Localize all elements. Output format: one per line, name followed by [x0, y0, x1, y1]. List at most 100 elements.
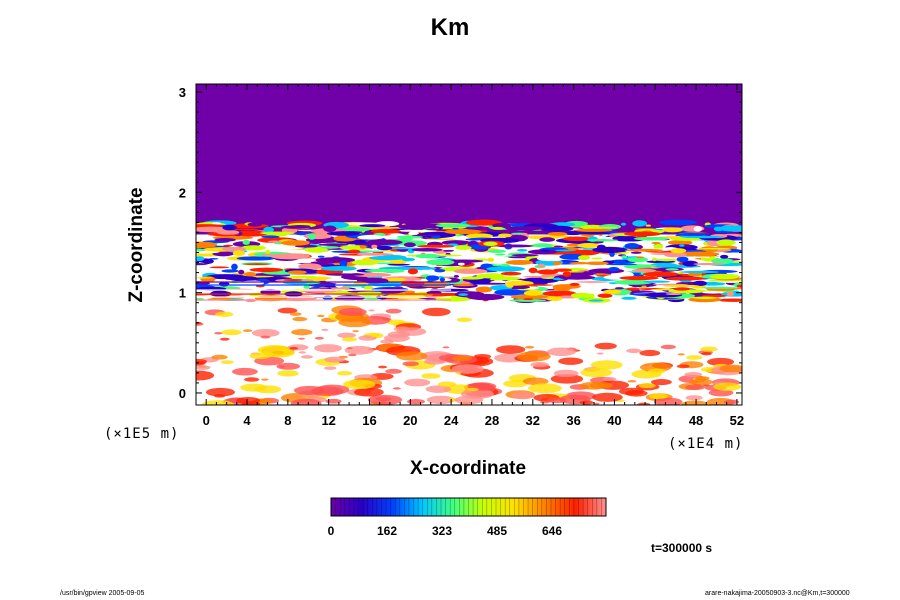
field-streak [222, 224, 237, 231]
field-streak [679, 251, 720, 257]
field-streak [500, 271, 522, 276]
field-streak [453, 283, 475, 287]
field-patch [289, 347, 299, 350]
field-streak [623, 231, 662, 237]
field-patch [527, 383, 562, 394]
field-streak [287, 275, 320, 279]
field-streak [396, 266, 437, 270]
field-streak [687, 272, 702, 277]
field-streak [528, 267, 538, 274]
field-streak [511, 254, 539, 257]
field-streak [408, 231, 420, 236]
field-streak [663, 284, 700, 288]
field-patch [627, 379, 637, 383]
field-streak [487, 249, 506, 253]
field-patch [677, 353, 685, 356]
field-patch [437, 381, 457, 388]
field-streak [376, 245, 393, 251]
field-patch [454, 395, 484, 405]
field-patch [511, 392, 535, 400]
field-streak [701, 286, 739, 289]
field-streak [509, 299, 547, 302]
field-streak [415, 253, 441, 259]
field-streak [658, 219, 698, 226]
field-streak [476, 273, 505, 279]
field-patch [647, 368, 666, 374]
field-streak [665, 292, 683, 296]
field-patch [547, 397, 567, 404]
field-patch [593, 402, 600, 405]
y-scale-label: (×1E5 m) [104, 426, 180, 442]
field-streak [221, 269, 239, 273]
field-streak [641, 285, 647, 288]
field-streak [371, 244, 378, 249]
field-streak [261, 235, 280, 239]
field-streak [364, 268, 400, 273]
field-streak [509, 281, 532, 286]
field-patch [277, 370, 299, 377]
field-patch [298, 351, 307, 354]
field-streak [536, 255, 566, 262]
field-streak [196, 241, 218, 249]
field-patch [338, 307, 367, 317]
field-streak [553, 245, 564, 248]
field-streak [643, 280, 671, 283]
field-patch [535, 363, 545, 367]
field-streak [416, 244, 455, 248]
field-streak [492, 222, 511, 229]
field-patch [426, 395, 455, 405]
field-patch [219, 337, 230, 341]
field-streak [602, 289, 622, 295]
field-patch [550, 374, 584, 384]
field-streak [498, 233, 512, 238]
field-patch [348, 353, 357, 357]
field-patch [221, 329, 242, 336]
chart-title: Km [430, 14, 470, 41]
field-streak [458, 293, 469, 296]
field-patch [558, 357, 584, 365]
field-streak [214, 238, 236, 242]
field-upper-region [196, 84, 742, 235]
field-streak [303, 285, 311, 289]
field-patch [516, 351, 551, 362]
field-patch [676, 364, 690, 369]
field-streak [283, 278, 303, 282]
footer-source: arare-nakajima-20050903-3.nc@Km,t=300000 [705, 590, 850, 597]
field-streak [212, 222, 222, 225]
field-patch [293, 385, 325, 395]
x-tick-label: 32 [526, 413, 540, 428]
field-streak [633, 264, 657, 268]
field-streak [615, 287, 624, 290]
field-patch [377, 365, 388, 369]
field-streak [223, 244, 234, 247]
field-streak [263, 226, 274, 233]
field-patch [300, 355, 314, 359]
field-patch [353, 387, 384, 397]
field-streak [710, 273, 740, 280]
field-streak [366, 239, 403, 246]
field-patch [579, 400, 594, 405]
field-streak [270, 253, 311, 260]
field-patch [553, 369, 579, 378]
field-streak [385, 277, 407, 282]
field-streak [505, 259, 534, 265]
field-patch [618, 387, 645, 396]
field-streak [398, 224, 430, 230]
field-patch [196, 360, 206, 366]
plot-frame [195, 83, 743, 406]
field-streak [211, 290, 228, 296]
heatmap-field [196, 84, 742, 405]
field-streak [510, 294, 549, 300]
field-streak [491, 258, 506, 265]
field-patch [276, 362, 301, 370]
field-patch [291, 329, 313, 336]
field-streak [676, 256, 689, 263]
field-patch [547, 347, 577, 357]
field-patch [346, 347, 353, 350]
field-patch [205, 387, 235, 397]
field-streak [397, 229, 428, 232]
field-patch [278, 365, 286, 368]
field-streak [495, 244, 534, 248]
x-axis-label: X-coordinate [409, 458, 527, 479]
field-streak [645, 224, 651, 227]
